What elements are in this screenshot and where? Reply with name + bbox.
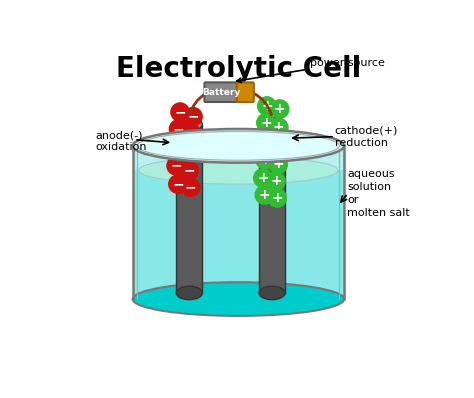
Ellipse shape	[133, 282, 344, 316]
Text: Battery: Battery	[202, 88, 241, 97]
Circle shape	[169, 175, 187, 193]
Circle shape	[180, 161, 199, 179]
Bar	[134, 146, 343, 170]
Circle shape	[181, 143, 200, 161]
Text: −: −	[171, 140, 183, 154]
Circle shape	[271, 100, 289, 118]
Ellipse shape	[139, 156, 338, 184]
Text: −: −	[172, 177, 184, 191]
FancyBboxPatch shape	[237, 82, 254, 102]
Ellipse shape	[137, 131, 339, 160]
Text: +: +	[261, 99, 273, 113]
Text: +: +	[271, 139, 283, 154]
Circle shape	[268, 189, 286, 207]
Bar	[259, 124, 285, 293]
Ellipse shape	[259, 286, 285, 300]
Text: +: +	[270, 174, 282, 188]
Circle shape	[182, 124, 201, 143]
Text: +: +	[260, 116, 272, 130]
Circle shape	[167, 156, 185, 175]
Ellipse shape	[133, 129, 344, 163]
FancyBboxPatch shape	[204, 82, 238, 102]
Text: anode(-)
oxidation: anode(-) oxidation	[96, 130, 147, 152]
Circle shape	[256, 150, 274, 169]
Text: electrons: electrons	[202, 135, 256, 148]
Circle shape	[267, 137, 286, 156]
Ellipse shape	[176, 118, 202, 131]
Ellipse shape	[176, 286, 202, 300]
Text: −: −	[187, 110, 199, 124]
Text: +: +	[257, 171, 269, 185]
Text: −: −	[170, 159, 182, 173]
Circle shape	[254, 169, 272, 187]
Text: +: +	[258, 134, 270, 148]
Text: −: −	[184, 145, 196, 159]
Ellipse shape	[259, 118, 285, 131]
Text: +: +	[259, 152, 271, 167]
Text: Electrolytic Cell: Electrolytic Cell	[116, 55, 361, 84]
Bar	[133, 146, 344, 299]
Text: +: +	[274, 102, 285, 116]
Text: −: −	[174, 105, 186, 119]
Circle shape	[255, 132, 273, 150]
Text: cathode(+)
reduction: cathode(+) reduction	[335, 125, 398, 148]
Circle shape	[184, 107, 202, 126]
Circle shape	[269, 155, 287, 174]
Circle shape	[169, 120, 188, 138]
Text: −: −	[186, 127, 197, 140]
Text: −: −	[183, 163, 195, 178]
Text: +: +	[273, 157, 284, 171]
Circle shape	[255, 185, 273, 204]
Text: aqueous
solution
or
molten salt: aqueous solution or molten salt	[347, 168, 410, 218]
Text: +: +	[272, 191, 283, 205]
Circle shape	[270, 118, 288, 137]
Circle shape	[171, 103, 189, 121]
Text: +: +	[273, 121, 284, 135]
Text: +: +	[258, 188, 270, 202]
Circle shape	[258, 97, 276, 115]
Circle shape	[182, 178, 200, 196]
Circle shape	[267, 172, 285, 190]
Text: −: −	[173, 122, 184, 136]
Text: −: −	[185, 180, 197, 194]
Circle shape	[257, 114, 275, 132]
Bar	[176, 124, 202, 293]
Text: power source: power source	[237, 58, 385, 82]
Circle shape	[168, 138, 186, 156]
